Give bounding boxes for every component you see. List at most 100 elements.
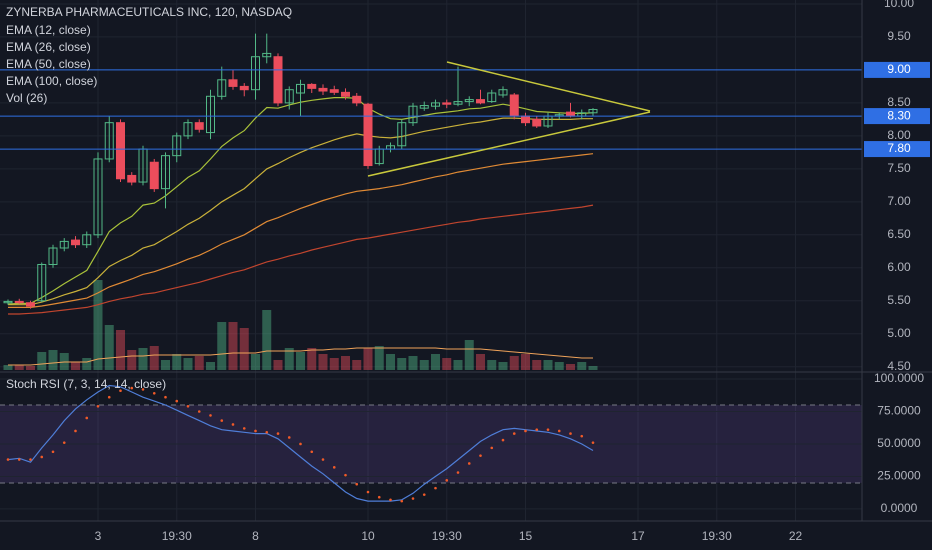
candle-body: [341, 91, 350, 97]
trendline: [367, 111, 651, 177]
candle-body: [93, 158, 103, 236]
stoch-d-dot: [557, 429, 561, 433]
candle-body: [26, 302, 35, 307]
stoch-d-dot: [490, 446, 494, 450]
volume-bar: [273, 360, 283, 370]
stoch-d-dot: [51, 450, 55, 454]
stoch-d-dot: [130, 386, 134, 390]
volume-bar: [296, 352, 305, 370]
volume-bar: [532, 360, 542, 370]
x-tick-label: 19:30: [702, 529, 732, 543]
volume-bar: [82, 358, 92, 370]
candle-body: [82, 234, 92, 246]
candle-body: [487, 92, 497, 103]
candle-body: [273, 56, 283, 104]
legend-entry: EMA (50, close): [6, 57, 91, 71]
candle-body: [588, 108, 598, 114]
candle-body: [59, 240, 69, 249]
candle-body: [352, 95, 362, 104]
stoch-d-dot: [366, 490, 370, 494]
stoch-d-dot: [501, 438, 505, 442]
candle-body: [329, 89, 339, 93]
volume-bar: [307, 348, 317, 370]
candle-body: [127, 174, 137, 183]
candle-body: [206, 95, 215, 134]
candle-body: [217, 79, 227, 97]
volume-bar: [194, 356, 204, 370]
candle-body: [161, 155, 170, 190]
chart-title: ZYNERBA PHARMACEUTICALS INC, 120, NASDAQ: [6, 5, 292, 19]
line-series: [8, 153, 594, 308]
stoch-d-dot: [74, 429, 77, 433]
candle-body: [397, 122, 407, 147]
stoch-d-dot: [456, 471, 460, 474]
stoch-d-dot: [377, 495, 381, 499]
stoch-d-dot: [591, 441, 595, 444]
volume-bar: [26, 366, 35, 370]
y-tick-label: 25.0000: [877, 469, 921, 483]
volume-bar: [37, 352, 47, 370]
candle-body: [71, 239, 80, 246]
candle-body: [3, 300, 13, 304]
candle-body: [296, 83, 305, 94]
line-series: [7, 384, 594, 502]
volume-bar: [408, 356, 418, 370]
legend-entry: EMA (12, close): [6, 23, 91, 37]
y-tick-label: 4.50: [887, 359, 911, 373]
candle-body: [172, 135, 182, 157]
stoch-d-dot: [546, 428, 550, 431]
volume-bar: [419, 360, 429, 370]
stoch-d-dot: [265, 430, 269, 434]
price-level-box: [864, 141, 930, 158]
candle-body: [37, 263, 47, 302]
line-series: [8, 204, 594, 315]
candle-body: [307, 83, 317, 89]
x-tick-label: 19:30: [432, 529, 462, 543]
y-tick-label: 9.50: [887, 29, 911, 43]
stoch-d-dot: [344, 473, 347, 477]
volume-bar: [48, 350, 58, 370]
candle-body: [116, 122, 125, 180]
candle-body: [521, 115, 530, 124]
x-tick-label: 8: [252, 529, 259, 543]
stoch-d-dot: [175, 399, 179, 403]
price-level-label: 9.00: [887, 62, 911, 76]
volume-bar: [577, 362, 587, 370]
stoch-d-dot: [85, 416, 89, 420]
y-tick-label: 8.00: [887, 128, 911, 142]
stoch-d-dot: [164, 395, 167, 399]
y-tick-label: 5.00: [887, 326, 911, 340]
stoch-d-dot: [40, 455, 44, 459]
stoch-d-dot: [512, 432, 516, 435]
stoch-d-dot: [355, 482, 359, 486]
price-level-box: [864, 108, 930, 125]
x-tick-label: 22: [789, 529, 803, 543]
candle-body: [149, 161, 159, 190]
legend-entry: EMA (100, close): [6, 74, 97, 88]
volume-bar: [228, 322, 238, 370]
stoch-d-dot: [400, 499, 404, 503]
stoch-d-dot: [96, 404, 100, 408]
volume-bar: [71, 362, 80, 370]
volume-bar: [318, 354, 328, 370]
stoch-d-dot: [422, 493, 426, 496]
x-tick-label: 19:30: [162, 529, 192, 543]
candle-body: [239, 85, 249, 91]
y-tick-label: 6.00: [887, 260, 911, 274]
stoch-d-dot: [29, 458, 32, 461]
volume-bar: [487, 360, 497, 370]
volume-bar: [172, 354, 182, 370]
price-level-box: [864, 61, 930, 78]
volume-bar: [352, 360, 362, 370]
volume-bar: [543, 360, 553, 370]
volume-bar: [262, 310, 272, 370]
volume-bar: [588, 366, 598, 370]
stoch-d-dot: [17, 458, 21, 461]
stoch-d-dot: [276, 432, 280, 435]
stoch-d-dot: [569, 432, 572, 435]
volume-bar: [521, 354, 530, 370]
volume-bar: [93, 280, 103, 370]
volume-bar: [566, 364, 575, 370]
stoch-d-dot: [197, 410, 201, 413]
